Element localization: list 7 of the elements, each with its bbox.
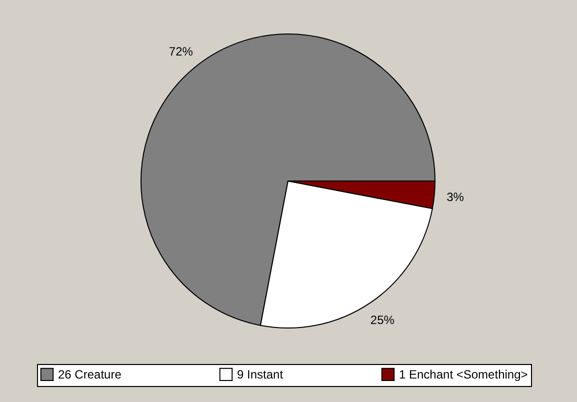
data-label: 25%: [370, 312, 395, 327]
legend-label: 26 Creature: [58, 367, 122, 382]
legend-label: 9 Instant: [237, 367, 284, 382]
data-label: 3%: [446, 190, 464, 204]
pie-slice: [140, 34, 436, 326]
legend-label: 1 Enchant <Something>: [399, 367, 528, 382]
data-label: 72%: [168, 44, 194, 59]
